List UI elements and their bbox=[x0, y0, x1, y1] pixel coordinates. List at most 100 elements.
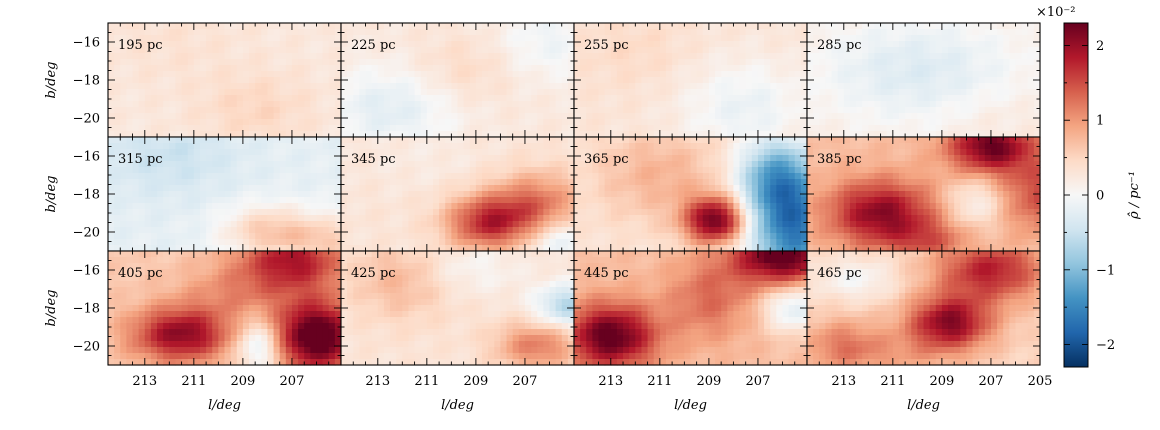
heatmap-cell bbox=[371, 95, 379, 102]
heatmap-cell bbox=[690, 35, 698, 42]
heatmap-cell bbox=[414, 137, 422, 144]
heatmap-cell bbox=[960, 101, 968, 108]
heatmap-cell bbox=[114, 47, 121, 54]
heatmap-cell bbox=[635, 161, 643, 168]
heatmap-cell bbox=[500, 191, 508, 198]
heatmap-cell bbox=[132, 83, 140, 90]
heatmap-cell bbox=[402, 245, 410, 252]
heatmap-cell bbox=[304, 113, 311, 120]
heatmap-cell bbox=[929, 41, 937, 48]
heatmap-cell bbox=[567, 155, 575, 162]
heatmap-cell bbox=[782, 155, 790, 162]
heatmap-cell bbox=[800, 149, 808, 156]
heatmap-cell bbox=[383, 125, 391, 132]
heatmap-cell bbox=[249, 197, 256, 204]
heatmap-cell bbox=[702, 53, 710, 60]
heatmap-cell bbox=[126, 113, 134, 120]
heatmap-cell bbox=[402, 59, 410, 66]
heatmap-cell bbox=[181, 215, 189, 222]
heatmap-cell bbox=[475, 41, 483, 48]
heatmap-cell bbox=[181, 65, 189, 72]
heatmap-cell bbox=[199, 71, 207, 78]
heatmap-cell bbox=[482, 167, 489, 174]
heatmap-cell bbox=[892, 53, 900, 60]
heatmap-cell bbox=[126, 35, 134, 42]
heatmap-cell bbox=[929, 29, 937, 36]
heatmap-cell bbox=[390, 227, 397, 234]
heatmap-cell bbox=[966, 125, 974, 132]
heatmap-cell bbox=[819, 113, 826, 120]
heatmap-cell bbox=[561, 65, 569, 72]
heatmap-cell bbox=[788, 161, 796, 168]
heatmap-cell bbox=[255, 83, 262, 90]
heatmap-cell bbox=[249, 227, 256, 234]
heatmap-cell bbox=[776, 149, 784, 156]
heatmap-cell bbox=[396, 179, 403, 186]
heatmap-cell bbox=[396, 47, 403, 54]
heatmap-cell bbox=[518, 245, 526, 252]
heatmap-cell bbox=[635, 83, 643, 90]
heatmap-cell bbox=[500, 137, 508, 144]
heatmap-cell bbox=[837, 35, 845, 42]
heatmap-cell bbox=[206, 161, 213, 168]
heatmap-cell bbox=[555, 215, 563, 222]
heatmap-cell bbox=[420, 53, 428, 60]
heatmap-cell bbox=[187, 47, 195, 54]
heatmap-cell bbox=[770, 161, 777, 168]
heatmap-cell bbox=[426, 23, 434, 30]
heatmap-cell bbox=[678, 143, 685, 150]
heatmap-cell bbox=[567, 107, 575, 114]
heatmap-cell bbox=[911, 53, 918, 60]
heatmap-cell bbox=[463, 233, 471, 240]
heatmap-cell bbox=[659, 83, 667, 90]
heatmap-cell bbox=[285, 239, 293, 246]
heatmap-cell bbox=[402, 65, 410, 72]
heatmap-cell bbox=[1009, 107, 1017, 114]
heatmap-cell bbox=[218, 179, 226, 186]
heatmap-cell bbox=[304, 29, 311, 36]
heatmap-cell bbox=[390, 161, 397, 168]
heatmap-cell bbox=[659, 143, 667, 150]
heatmap-cell bbox=[420, 149, 428, 156]
heatmap-cell bbox=[114, 203, 121, 210]
heatmap-cell bbox=[506, 131, 514, 138]
heatmap-cell bbox=[868, 71, 876, 78]
heatmap-cell bbox=[849, 113, 857, 120]
heatmap-cell bbox=[543, 239, 551, 246]
heatmap-cell bbox=[862, 77, 869, 84]
heatmap-cell bbox=[439, 191, 446, 198]
heatmap-cell bbox=[659, 101, 667, 108]
heatmap-cell bbox=[518, 77, 526, 84]
heatmap-cell bbox=[206, 47, 213, 54]
heatmap-cell bbox=[150, 143, 158, 150]
heatmap-cell bbox=[892, 59, 900, 66]
heatmap-cell bbox=[261, 59, 269, 66]
heatmap-cell bbox=[414, 23, 422, 30]
heatmap-cell bbox=[126, 233, 134, 240]
heatmap-cell bbox=[616, 101, 624, 108]
heatmap-cell bbox=[224, 197, 232, 204]
heatmap-cell bbox=[807, 125, 814, 132]
heatmap-cell bbox=[1027, 29, 1035, 36]
heatmap-cell bbox=[1003, 83, 1010, 90]
heatmap-cell bbox=[322, 29, 330, 36]
heatmap-cell bbox=[279, 77, 287, 84]
heatmap-cell bbox=[512, 29, 520, 36]
heatmap-cell bbox=[126, 149, 134, 156]
heatmap-cell bbox=[126, 173, 134, 180]
heatmap-cell bbox=[531, 59, 538, 66]
heatmap-cell bbox=[426, 59, 434, 66]
heatmap-cell bbox=[334, 197, 342, 204]
heatmap-cell bbox=[647, 23, 655, 30]
heatmap-cell bbox=[524, 209, 532, 216]
heatmap-cell bbox=[120, 89, 127, 96]
heatmap-cell bbox=[426, 227, 434, 234]
heatmap-cell bbox=[623, 71, 630, 78]
heatmap-cell bbox=[580, 59, 587, 66]
heatmap-cell bbox=[708, 65, 716, 72]
heatmap-cell bbox=[383, 47, 391, 54]
heatmap-cell bbox=[782, 149, 790, 156]
heatmap-cell bbox=[206, 245, 213, 252]
heatmap-cell bbox=[396, 77, 403, 84]
heatmap-cell bbox=[990, 131, 998, 138]
